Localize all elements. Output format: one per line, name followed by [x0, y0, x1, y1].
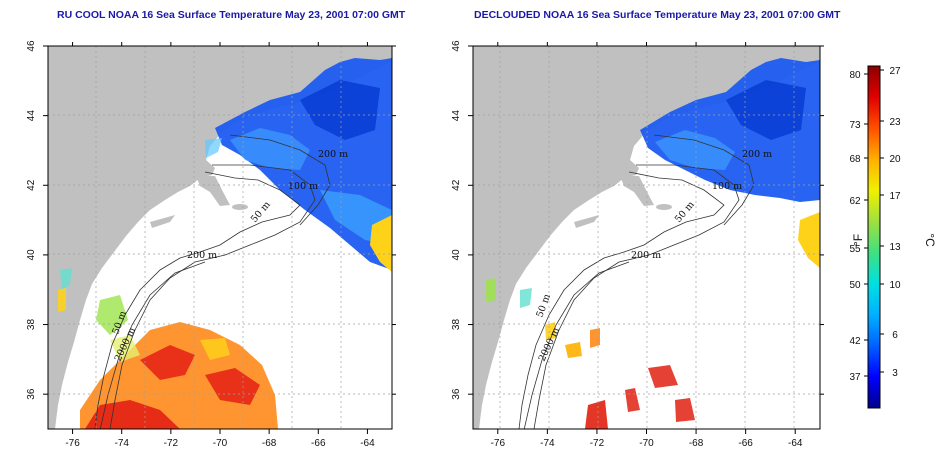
- left-lat-tick-label: 42: [26, 179, 37, 191]
- right-lon-tick-label: -66: [738, 438, 753, 449]
- colorbar-celsius-tick: 10: [889, 280, 901, 291]
- left-lat-tick-label: 40: [26, 249, 37, 261]
- colorbar-celsius-tick: 23: [889, 117, 901, 128]
- left-grid: [48, 46, 392, 429]
- left-lon-tick-label: -66: [311, 438, 326, 449]
- right-lat-tick-label: 46: [451, 40, 462, 52]
- right-lon-tick-label: -74: [540, 438, 555, 449]
- left-lat-tick-label: 36: [26, 388, 37, 400]
- colorbar-celsius-tick: 17: [889, 191, 901, 202]
- right-contour-label: 200 m: [631, 250, 661, 261]
- left-lat-tick-label: 38: [26, 319, 37, 331]
- right-contour-label: 200 m: [742, 149, 772, 160]
- right-lon-tick-label: -70: [639, 438, 654, 449]
- right-land-mass: [473, 46, 820, 429]
- right-lat-tick-label: 38: [451, 319, 462, 331]
- right-contour-label: 100 m: [712, 181, 742, 192]
- left-map-title: RU COOL NOAA 16 Sea Surface Temperature …: [57, 9, 406, 21]
- right-bathymetry-contours: [518, 134, 755, 429]
- left-contour-label: 200 m: [318, 149, 348, 160]
- left-map-panel: 200 m 100 m 50 m 200 m 50 m 2000 m: [47, 45, 393, 430]
- colorbar-fahrenheit-tick: 73: [849, 120, 861, 131]
- colorbar-celsius-tick: 27: [889, 66, 901, 77]
- colorbar-celsius-tick: 3: [892, 368, 898, 379]
- right-lon-tick-label: -68: [689, 438, 704, 449]
- left-lon-tick-label: -76: [65, 438, 80, 449]
- left-bathymetry-contours: [94, 134, 331, 429]
- colorbar-fahrenheit-tick: 55: [849, 244, 861, 255]
- colorbar-fahrenheit-tick: 50: [849, 280, 861, 291]
- celsius-unit-label: °C: [923, 233, 937, 247]
- colorbar: 80 73 68 62 55 50 42 37 27 23 20 17 13 10 6 3 °F °C: [849, 65, 937, 409]
- left-lon-tick-label: -72: [164, 438, 179, 449]
- colorbar-celsius-tick: 20: [889, 154, 901, 165]
- right-lat-tick-label: 40: [451, 249, 462, 261]
- colorbar-fahrenheit-tick: 42: [849, 336, 861, 347]
- colorbar-fahrenheit-tick: 37: [849, 372, 861, 383]
- left-land-mass: [48, 46, 392, 429]
- right-lat-tick-label: 42: [451, 179, 462, 191]
- left-contour-label: 100 m: [288, 181, 318, 192]
- colorbar-fahrenheit-tick: 68: [849, 154, 861, 165]
- left-contour-label: 200 m: [187, 250, 217, 261]
- colorbar-celsius-tick: 6: [892, 330, 898, 341]
- colorbar-celsius-tick: 13: [889, 242, 901, 253]
- axes-layer: -76 -74 -72 -70 -68 -66 -64 36 38 40 42 44 46 -76 -74 -…: [26, 40, 824, 449]
- right-lon-tick-label: -64: [788, 438, 803, 449]
- left-lat-tick-label: 44: [26, 110, 37, 122]
- right-map-title: DECLOUDED NOAA 16 Sea Surface Temperatur…: [474, 9, 841, 21]
- left-lon-tick-label: -74: [114, 438, 129, 449]
- fahrenheit-unit-label: °F: [851, 234, 865, 246]
- right-lon-tick-label: -76: [491, 438, 506, 449]
- left-lon-tick-label: -64: [360, 438, 375, 449]
- right-lon-tick-label: -72: [590, 438, 605, 449]
- left-lon-tick-label: -68: [262, 438, 277, 449]
- right-sst-warm-water: [585, 400, 608, 429]
- right-map-panel: 200 m 100 m 50 m 200 m 50 m 2000 m: [472, 45, 821, 430]
- right-lat-tick-label: 36: [451, 388, 462, 400]
- left-lat-tick-label: 46: [26, 40, 37, 52]
- colorbar-fahrenheit-tick: 62: [849, 196, 861, 207]
- right-grid: [473, 46, 820, 429]
- right-lat-tick-label: 44: [451, 110, 462, 122]
- left-lon-tick-label: -70: [213, 438, 228, 449]
- colorbar-fahrenheit-tick: 80: [849, 70, 861, 81]
